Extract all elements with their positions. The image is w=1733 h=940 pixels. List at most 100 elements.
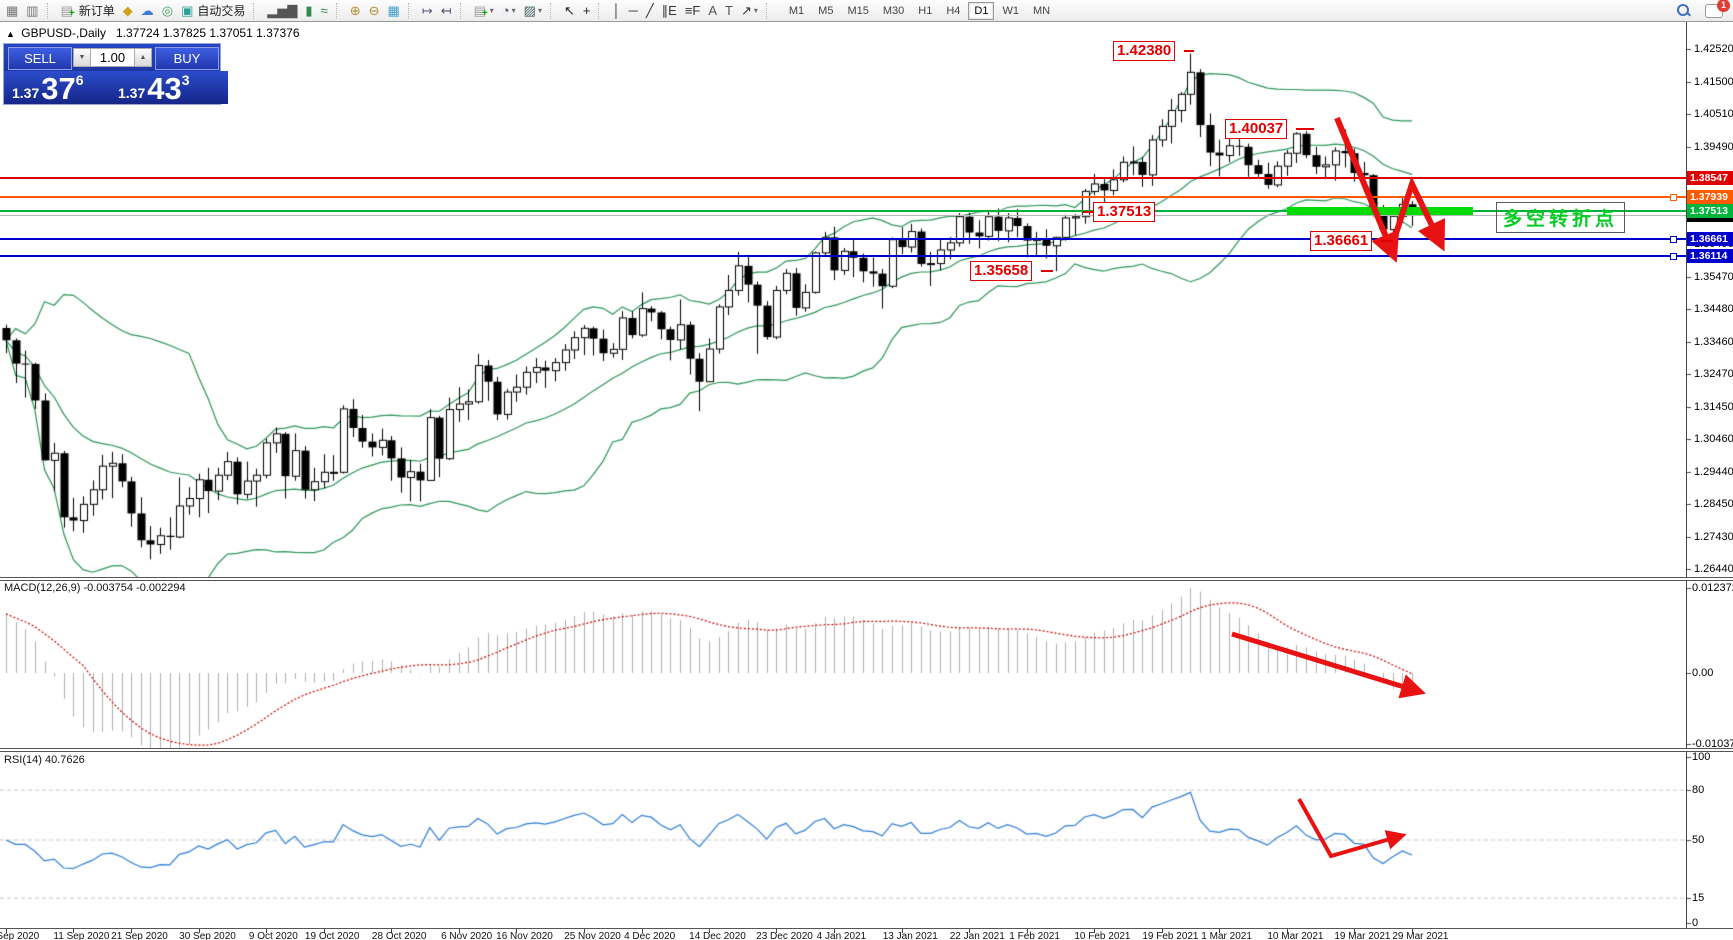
price-label-connector xyxy=(1381,240,1393,242)
pivot-line-green[interactable] xyxy=(0,210,1686,213)
date-tick xyxy=(969,929,970,933)
timeframe-m15[interactable]: M15 xyxy=(841,2,874,20)
buy-button[interactable]: BUY xyxy=(155,47,219,70)
toolbar-separator xyxy=(598,2,605,19)
templates-button[interactable]: ▨ ▾ xyxy=(520,1,546,20)
support-line-2[interactable] xyxy=(0,255,1686,258)
price-label-box[interactable]: 1.36661 xyxy=(1310,231,1373,251)
timeframe-m30[interactable]: M30 xyxy=(877,2,910,20)
new-chart-icon: ▦ xyxy=(6,3,19,18)
text-button[interactable]: A xyxy=(704,1,721,20)
price-label-box[interactable]: 1.37513 xyxy=(1093,202,1156,222)
volume-down-button[interactable]: ▼ xyxy=(73,48,91,67)
date-label: 1 Feb 2021 xyxy=(1009,931,1060,940)
date-tick xyxy=(73,929,74,933)
text-label-icon: T xyxy=(725,3,733,18)
timeframe-mn[interactable]: MN xyxy=(1027,2,1056,20)
note-annotation[interactable]: 多空转折点 xyxy=(1496,202,1626,233)
date-label: 10 Feb 2021 xyxy=(1074,931,1131,940)
symbol-bar[interactable]: ▲ GBPUSD-,Daily 1.37724 1.37825 1.37051 … xyxy=(6,26,300,40)
date-tick xyxy=(1354,929,1355,933)
crosshair-icon: + xyxy=(582,3,591,18)
current-price-line[interactable] xyxy=(0,214,1686,216)
toolbar-buttons: ▦ ▥ ▤ + 新订单 ◆ ☁ ◎ ▣ 自动交易 ▂▅▇ ▮ ≈ ⊕ ⊖ ▦ ↦ ↤ ▤ + ▾ ◔ ▾ ▨ ▾ ↖ + │ ─ ╱ ∥E ≡… xyxy=(2,0,776,21)
trendline-button[interactable]: ╱ xyxy=(642,1,658,20)
signals-icon: ◎ xyxy=(161,3,174,18)
level-line-orange[interactable] xyxy=(0,196,1686,199)
bar-chart-button[interactable]: ▂▅▇ xyxy=(263,1,301,20)
equidistant-channel-button[interactable]: ∥E xyxy=(658,1,681,20)
templates-icon: ▨ xyxy=(523,3,536,18)
support-line-1[interactable] xyxy=(0,237,1686,240)
sell-price[interactable]: 1.37 37 6 xyxy=(4,71,116,104)
buy-price[interactable]: 1.37 43 3 xyxy=(110,71,228,104)
periods-button[interactable]: ◔ ▾ xyxy=(498,1,520,20)
indicators-button[interactable]: ▤ + ▾ xyxy=(470,1,498,20)
new-order-button[interactable]: ▤ + 新订单 xyxy=(57,1,119,20)
rsi-axis-tick: 15 xyxy=(1692,892,1705,905)
date-tick xyxy=(902,929,903,933)
autotrading-button[interactable]: ▣ 自动交易 xyxy=(177,1,249,20)
resistance-line[interactable] xyxy=(0,176,1686,179)
arrows-tool-button[interactable]: ↗ ▾ xyxy=(737,1,762,20)
volume-up-button[interactable]: ▲ xyxy=(134,48,152,67)
toolbar-separator xyxy=(407,2,415,19)
dropdown-caret-icon[interactable]: ▾ xyxy=(489,6,494,15)
date-tick xyxy=(709,929,710,933)
timeframe-m5[interactable]: M5 xyxy=(812,2,839,20)
timeframe-m1[interactable]: M1 xyxy=(783,2,810,20)
date-label: 29 Mar 2021 xyxy=(1392,931,1449,940)
zoom-out-button[interactable]: ⊖ xyxy=(365,1,384,20)
highlight-bar[interactable] xyxy=(1287,207,1473,216)
chart-shift-button[interactable]: ↤ xyxy=(437,1,456,20)
auto-scroll-icon: ↦ xyxy=(421,3,433,18)
timeframe-d1[interactable]: D1 xyxy=(968,1,995,20)
metaeditor-button[interactable]: ◆ xyxy=(119,1,137,20)
support-line-2-handle[interactable] xyxy=(1670,253,1677,261)
search-icon[interactable] xyxy=(1677,3,1691,18)
one-click-trading-panel: SELL ▼ 1.00 ▲ BUY 1.37 37 6 1.37 43 3 xyxy=(3,43,228,105)
cursor-button[interactable]: ↖ xyxy=(560,1,579,20)
sell-button[interactable]: SELL xyxy=(8,47,72,70)
date-label: 9 Oct 2020 xyxy=(248,931,298,940)
timeframe-h4[interactable]: H4 xyxy=(940,2,966,20)
text-label-button[interactable]: T xyxy=(721,1,737,20)
crosshair-button[interactable]: + xyxy=(579,1,595,20)
new-chart-button[interactable]: ▦ xyxy=(2,1,22,20)
dropdown-caret-icon[interactable]: ▾ xyxy=(753,6,758,15)
candlestick-chart-button[interactable]: ▮ xyxy=(301,1,316,20)
collapse-arrow-icon[interactable]: ▲ xyxy=(6,29,15,39)
chat-icon[interactable]: 1 xyxy=(1705,0,1730,18)
tile-windows-button[interactable]: ▦ xyxy=(384,1,404,20)
profiles-button[interactable]: ▥ xyxy=(22,1,42,20)
pane-separator[interactable] xyxy=(0,577,1733,581)
timeframe-w1[interactable]: W1 xyxy=(996,2,1025,20)
timeframe-h1[interactable]: H1 xyxy=(912,2,938,20)
signals-button[interactable]: ◎ xyxy=(158,1,177,20)
volume-input[interactable]: 1.00 xyxy=(91,48,134,67)
date-tick xyxy=(324,929,325,933)
line-chart-button[interactable]: ≈ xyxy=(317,1,332,20)
community-button[interactable]: ☁ xyxy=(137,1,158,20)
date-label: 13 Jan 2021 xyxy=(882,931,938,940)
horizontal-line-button[interactable]: ─ xyxy=(625,1,642,20)
rsi-label: RSI(14) 40.7626 xyxy=(4,754,85,766)
level-line-orange-handle[interactable] xyxy=(1670,194,1677,202)
dropdown-caret-icon[interactable]: ▾ xyxy=(537,6,542,15)
date-tick xyxy=(1162,929,1163,933)
date-tick xyxy=(266,929,267,933)
price-label-box[interactable]: 1.42380 xyxy=(1113,41,1176,61)
vertical-line-button[interactable]: │ xyxy=(608,1,624,20)
periods-icon: ◔ xyxy=(501,3,510,18)
price-label-box[interactable]: 1.40037 xyxy=(1225,119,1288,139)
zoom-in-button[interactable]: ⊕ xyxy=(346,1,365,20)
auto-scroll-button[interactable]: ↦ xyxy=(418,1,437,20)
price-label-box[interactable]: 1.35658 xyxy=(970,261,1033,281)
pane-separator[interactable] xyxy=(0,748,1733,752)
dropdown-caret-icon[interactable]: ▾ xyxy=(511,6,516,15)
support-line-1-handle[interactable] xyxy=(1670,235,1677,243)
fibonacci-button[interactable]: ≡F xyxy=(681,1,705,20)
date-label: 23 Dec 2020 xyxy=(756,931,813,940)
